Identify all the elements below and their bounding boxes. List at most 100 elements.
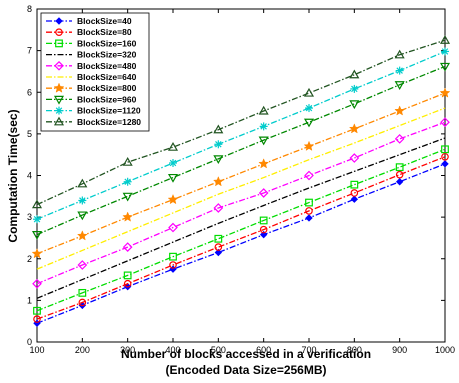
x-axis-label-line2: (Encoded Data Size=256MB) (165, 363, 326, 377)
data-point (441, 152, 449, 161)
data-point (305, 207, 313, 215)
series-line (36, 137, 446, 299)
data-point (258, 105, 269, 115)
data-point (394, 105, 406, 116)
data-point (31, 199, 43, 209)
data-point (76, 230, 88, 241)
series-line (36, 65, 446, 236)
data-point (33, 306, 41, 315)
data-point (350, 180, 359, 189)
axes: 100 200 300 400 500 600 700 800 900 1000 0 1 2 3 4 5 6 7 8 (27, 4, 455, 355)
data-point (395, 163, 404, 172)
x-tick-label: 900 (392, 345, 407, 355)
data-point (167, 173, 179, 183)
legend-marker (55, 39, 63, 48)
data-point (77, 178, 88, 188)
legend-marker (53, 95, 65, 105)
series-line (36, 156, 446, 320)
data-point (212, 176, 224, 187)
legend-item: BlockSize=1280 (46, 116, 141, 127)
series-blocksize-160 (33, 145, 449, 315)
data-point (214, 243, 223, 251)
data-point (169, 159, 177, 168)
legend-label: BlockSize=640 (77, 72, 137, 82)
data-point (169, 252, 177, 261)
legend-marker (54, 60, 64, 71)
series-line (36, 92, 446, 255)
data-point (213, 203, 224, 213)
data-point (394, 81, 405, 90)
data-point (78, 196, 87, 205)
data-point (259, 122, 268, 131)
data-point (304, 170, 314, 181)
data-point (440, 117, 450, 128)
data-point (305, 104, 313, 113)
x-tick-label: 800 (347, 345, 362, 355)
x-tick-label: 300 (120, 345, 135, 355)
legend-marker (55, 17, 63, 25)
data-point (122, 242, 133, 252)
data-point (258, 158, 270, 169)
y-tick-label: 7 (27, 46, 32, 56)
data-point (258, 136, 269, 146)
legend-item: BlockSize=1120 (46, 106, 141, 116)
x-tick-label: 600 (256, 345, 271, 355)
data-point (168, 222, 178, 233)
series-blocksize-640 (36, 107, 446, 270)
data-point (350, 189, 359, 197)
data-point (32, 278, 42, 289)
data-point (122, 156, 133, 166)
data-point (78, 288, 87, 297)
series-layer (31, 35, 451, 327)
data-point (33, 315, 41, 323)
data-point (303, 140, 315, 151)
y-tick-label: 5 (27, 129, 32, 139)
series-blocksize-480 (32, 117, 450, 289)
series-line (36, 107, 446, 270)
x-tick-label: 1000 (435, 345, 455, 355)
legend-label: BlockSize=1120 (77, 106, 141, 116)
legend-marker (55, 106, 63, 115)
data-point (213, 155, 224, 165)
data-point (31, 231, 43, 240)
data-point (395, 66, 404, 75)
y-tick-label: 2 (27, 254, 32, 264)
data-point (258, 188, 269, 198)
y-tick-label: 0 (27, 337, 32, 347)
data-point (123, 271, 132, 280)
legend-label: BlockSize=480 (77, 61, 137, 71)
data-point (214, 140, 223, 149)
x-tick-label: 200 (75, 345, 90, 355)
legend-item: BlockSize=640 (46, 72, 137, 82)
legend-label: BlockSize=320 (77, 50, 137, 60)
data-point (439, 35, 451, 44)
data-point (214, 234, 223, 243)
data-point (305, 198, 313, 207)
data-point (395, 170, 404, 179)
data-point (395, 178, 404, 186)
data-point (439, 62, 451, 72)
data-point (123, 177, 132, 186)
data-point (31, 248, 43, 259)
y-tick-label: 4 (27, 171, 32, 181)
data-point (123, 279, 132, 288)
series-line (36, 163, 446, 324)
legend-label: BlockSize=960 (77, 94, 137, 104)
data-point (78, 298, 87, 307)
series-blocksize-320 (36, 137, 446, 299)
series-line (36, 50, 446, 220)
data-point (441, 47, 449, 56)
legend-item: BlockSize=40 (46, 16, 132, 26)
series-blocksize-800 (31, 87, 451, 259)
data-point (394, 134, 405, 144)
legend-item: BlockSize=960 (46, 94, 137, 105)
data-point (394, 49, 405, 59)
data-point (439, 87, 451, 98)
legend-marker (53, 82, 65, 93)
x-tick-label: 400 (165, 345, 180, 355)
y-tick-label: 8 (27, 4, 32, 14)
data-point (305, 214, 313, 222)
legend-item: BlockSize=320 (46, 50, 137, 60)
data-point (213, 124, 224, 134)
